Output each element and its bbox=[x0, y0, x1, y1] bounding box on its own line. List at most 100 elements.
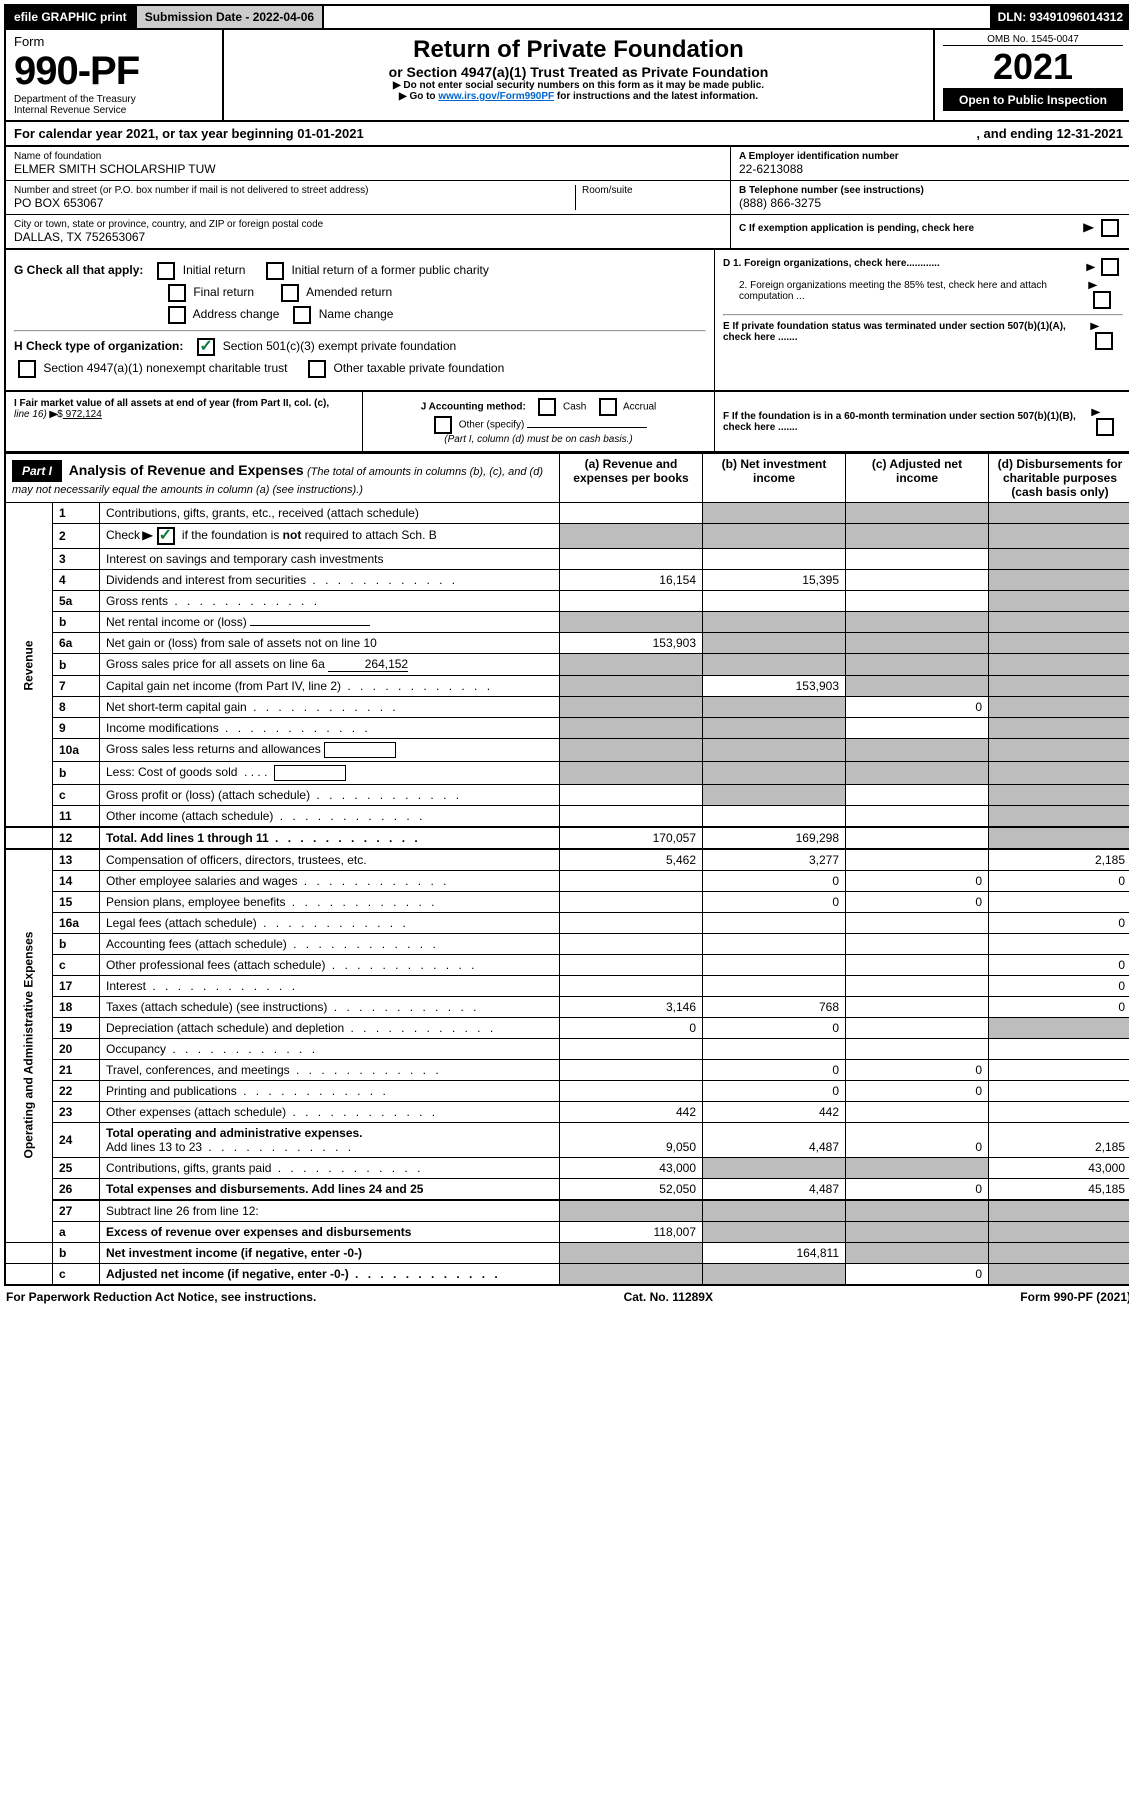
exemption-pending-checkbox[interactable] bbox=[1101, 219, 1119, 237]
row-label: Compensation of officers, directors, tru… bbox=[100, 849, 560, 871]
cell-val: 0 bbox=[846, 871, 989, 892]
row-label: Taxes (attach schedule) (see instruction… bbox=[100, 997, 560, 1018]
form990pf-link[interactable]: www.irs.gov/Form990PF bbox=[438, 91, 554, 102]
omb-number: OMB No. 1545-0047 bbox=[943, 34, 1123, 45]
row-num: 15 bbox=[53, 892, 100, 913]
j-note: (Part I, column (d) must be on cash basi… bbox=[444, 434, 632, 445]
f-label: F If the foundation is in a 60-month ter… bbox=[723, 411, 1092, 433]
g-opt3: Final return bbox=[193, 285, 254, 299]
col-b-header: (b) Net investment income bbox=[703, 454, 846, 503]
address-change-checkbox[interactable] bbox=[168, 306, 186, 324]
cell-val: 2,185 bbox=[989, 1123, 1129, 1158]
accrual-checkbox[interactable] bbox=[599, 398, 617, 416]
cell-val: 2,185 bbox=[989, 849, 1129, 871]
row-num: 11 bbox=[53, 806, 100, 828]
goto-post: for instructions and the latest informat… bbox=[554, 91, 758, 102]
city-label: City or town, state or province, country… bbox=[14, 219, 722, 230]
cell-val: 0 bbox=[989, 913, 1129, 934]
g-opt6: Name change bbox=[319, 307, 394, 321]
row-label: Gross sales less returns and allowances bbox=[100, 739, 560, 762]
row-num: 21 bbox=[53, 1060, 100, 1081]
form-word: Form bbox=[14, 34, 214, 49]
initial-return-checkbox[interactable] bbox=[157, 262, 175, 280]
name-of-foundation-label: Name of foundation bbox=[14, 151, 722, 162]
row-label: Excess of revenue over expenses and disb… bbox=[100, 1222, 560, 1243]
cell-val: 0 bbox=[846, 892, 989, 913]
status-terminated-checkbox[interactable] bbox=[1095, 332, 1113, 350]
phone-value: (888) 866-3275 bbox=[739, 196, 1123, 210]
row-num: c bbox=[53, 1264, 100, 1286]
j-cash: Cash bbox=[563, 402, 586, 413]
row-label: Total operating and administrative expen… bbox=[100, 1123, 560, 1158]
goto-pre: Go to bbox=[399, 91, 438, 102]
cell-val: 118,007 bbox=[560, 1222, 703, 1243]
submission-date: Submission Date - 2022-04-06 bbox=[137, 6, 324, 28]
other-method-checkbox[interactable] bbox=[434, 416, 452, 434]
col-c-header: (c) Adjusted net income bbox=[846, 454, 989, 503]
amended-return-checkbox[interactable] bbox=[281, 284, 299, 302]
row-num: b bbox=[53, 762, 100, 785]
row-num: 20 bbox=[53, 1039, 100, 1060]
row-num: b bbox=[53, 934, 100, 955]
cell-val: 43,000 bbox=[989, 1158, 1129, 1179]
row-label: Printing and publications bbox=[100, 1081, 560, 1102]
foreign-85-checkbox[interactable] bbox=[1093, 291, 1111, 309]
row-num: 16a bbox=[53, 913, 100, 934]
phone-label: B Telephone number (see instructions) bbox=[739, 185, 1123, 196]
check-block-g-d: G Check all that apply: Initial return I… bbox=[4, 250, 1129, 392]
row-label: Income modifications bbox=[100, 718, 560, 739]
row-num: 17 bbox=[53, 976, 100, 997]
4947a1-checkbox[interactable] bbox=[18, 360, 36, 378]
row-num: 26 bbox=[53, 1179, 100, 1201]
name-change-checkbox[interactable] bbox=[293, 306, 311, 324]
cell-val: 0 bbox=[846, 1060, 989, 1081]
exemption-pending-label: C If exemption application is pending, c… bbox=[739, 223, 974, 234]
row-label: Net short-term capital gain bbox=[100, 697, 560, 718]
form-title: Return of Private Foundation bbox=[232, 36, 925, 64]
cell-val: 0 bbox=[989, 997, 1129, 1018]
g-opt1: Initial return bbox=[183, 263, 246, 277]
60-month-checkbox[interactable] bbox=[1096, 418, 1114, 436]
cell-val: 0 bbox=[703, 871, 846, 892]
row-num: 19 bbox=[53, 1018, 100, 1039]
row-num: 14 bbox=[53, 871, 100, 892]
row-label: Check ▶ if the foundation is not require… bbox=[100, 524, 560, 549]
part1-title: Analysis of Revenue and Expenses bbox=[69, 462, 304, 478]
h-opt1: Section 501(c)(3) exempt private foundat… bbox=[223, 339, 456, 353]
final-return-checkbox[interactable] bbox=[168, 284, 186, 302]
row-num: 3 bbox=[53, 549, 100, 570]
row-num: 5a bbox=[53, 591, 100, 612]
calendar-year-row: For calendar year 2021, or tax year begi… bbox=[4, 122, 1129, 147]
cell-val: 0 bbox=[846, 1179, 989, 1201]
cell-val: 4,487 bbox=[703, 1123, 846, 1158]
cell-val: 3,146 bbox=[560, 997, 703, 1018]
g-opt5: Address change bbox=[193, 307, 280, 321]
row-label: Other professional fees (attach schedule… bbox=[100, 955, 560, 976]
topbar: efile GRAPHIC print Submission Date - 20… bbox=[4, 4, 1129, 30]
501c3-checkbox[interactable] bbox=[197, 338, 215, 356]
row-label: Gross profit or (loss) (attach schedule) bbox=[100, 785, 560, 806]
h-opt3: Other taxable private foundation bbox=[334, 361, 505, 375]
cell-val: 0 bbox=[846, 1123, 989, 1158]
foreign-org-checkbox[interactable] bbox=[1101, 258, 1119, 276]
foundation-name: ELMER SMITH SCHOLARSHIP TUW bbox=[14, 162, 722, 176]
efile-button[interactable]: efile GRAPHIC print bbox=[6, 6, 137, 28]
d1-label: D 1. Foreign organizations, check here..… bbox=[723, 258, 940, 276]
row-label: Net rental income or (loss) bbox=[100, 612, 560, 633]
row-label: Interest on savings and temporary cash i… bbox=[100, 549, 560, 570]
row-num: 8 bbox=[53, 697, 100, 718]
cash-checkbox[interactable] bbox=[538, 398, 556, 416]
initial-former-checkbox[interactable] bbox=[266, 262, 284, 280]
other-taxable-checkbox[interactable] bbox=[308, 360, 326, 378]
form-header: Form 990-PF Department of the Treasury I… bbox=[4, 30, 1129, 122]
cal-right: , and ending 12-31-2021 bbox=[976, 126, 1123, 141]
footer-mid: Cat. No. 11289X bbox=[624, 1290, 713, 1304]
g-opt4: Amended return bbox=[306, 285, 392, 299]
row-label: Other expenses (attach schedule) bbox=[100, 1102, 560, 1123]
row-num: b bbox=[53, 654, 100, 676]
schb-checkbox[interactable] bbox=[157, 527, 175, 545]
ijf-block: I Fair market value of all assets at end… bbox=[4, 392, 1129, 453]
row-num: c bbox=[53, 785, 100, 806]
entity-block: Name of foundation ELMER SMITH SCHOLARSH… bbox=[4, 147, 1129, 250]
room-label: Room/suite bbox=[582, 185, 722, 196]
